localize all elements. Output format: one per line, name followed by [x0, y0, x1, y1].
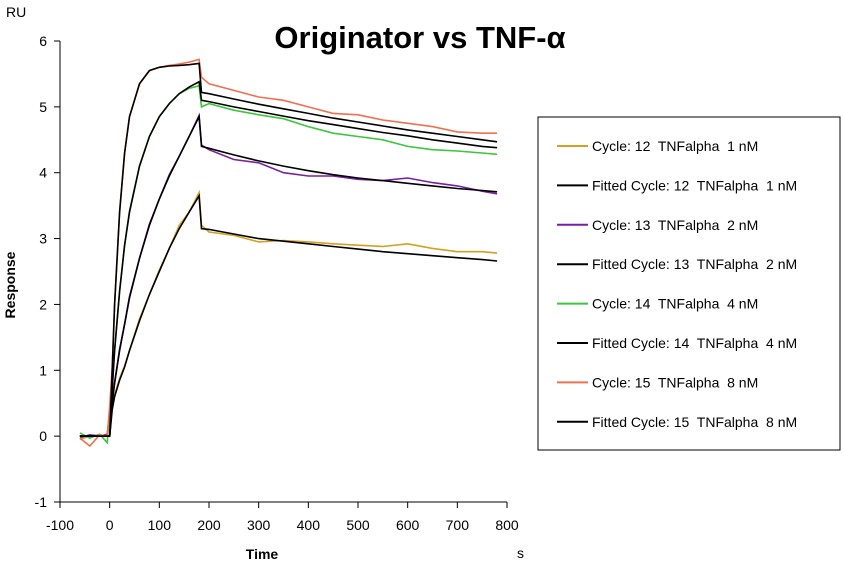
legend: [537, 116, 841, 451]
y-unit: RU: [6, 4, 26, 20]
series-line: [79, 112, 498, 439]
series-line: [79, 80, 498, 437]
y-tick-label: 5: [39, 99, 47, 115]
x-tick-label: 400: [297, 517, 321, 533]
series-line: [79, 193, 498, 437]
chart-title: Originator vs TNF-α: [274, 20, 565, 55]
x-tick-label: 500: [346, 517, 370, 533]
y-tick-label: 4: [39, 165, 47, 181]
x-tick-label: 300: [247, 517, 271, 533]
y-tick-label: 0: [39, 428, 47, 444]
y-tick-label: 2: [39, 296, 47, 312]
y-tick-label: 3: [39, 231, 47, 247]
x-tick-label: -100: [46, 517, 74, 533]
x-tick-label: 0: [106, 517, 114, 533]
legend-label: Fitted Cycle: 12 TNFalpha 1 nM: [592, 177, 797, 193]
legend-label: Cycle: 13 TNFalpha 2 nM: [592, 217, 758, 233]
y-tick-label: -1: [35, 494, 48, 510]
legend-label: Cycle: 14 TNFalpha 4 nM: [592, 296, 758, 312]
legend-label: Fitted Cycle: 13 TNFalpha 2 nM: [592, 256, 797, 272]
legend-label: Fitted Cycle: 15 TNFalpha 8 nM: [592, 414, 797, 430]
legend-label: Fitted Cycle: 14 TNFalpha 4 nM: [592, 335, 797, 351]
x-tick-label: 800: [495, 517, 519, 533]
x-tick-label: 600: [396, 517, 420, 533]
series-line: [79, 62, 498, 437]
series-line: [79, 189, 498, 441]
y-tick-label: 1: [39, 362, 47, 378]
x-axis-label: Time: [246, 546, 279, 562]
x-tick-label: 700: [446, 517, 470, 533]
series-line: [79, 113, 498, 437]
y-tick-label: 6: [39, 33, 47, 49]
x-unit: s: [517, 545, 524, 561]
legend-label: Cycle: 15 TNFalpha 8 nM: [592, 374, 758, 390]
x-tick-label: 100: [148, 517, 172, 533]
y-axis-label: Response: [2, 251, 18, 318]
legend-label: Cycle: 12 TNFalpha 1 nM: [592, 138, 758, 154]
x-tick-label: 200: [197, 517, 221, 533]
